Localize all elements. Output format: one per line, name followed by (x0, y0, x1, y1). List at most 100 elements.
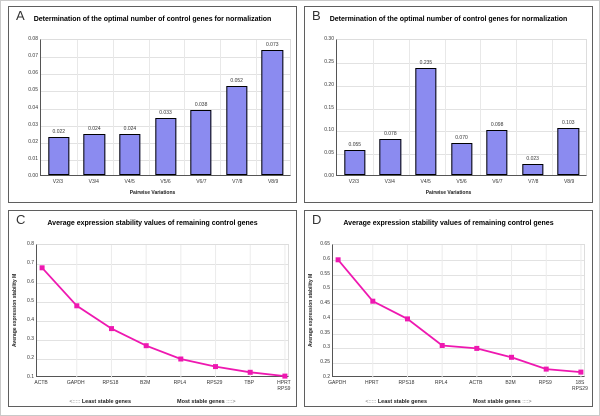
y-axis-tick-label: 0.55 (320, 270, 330, 277)
x-axis-tick-label: V5/6 (160, 179, 171, 185)
data-point-marker (74, 303, 80, 309)
gridline-vertical (444, 40, 446, 175)
x-axis-tick-label: V7/8 (232, 179, 243, 185)
gridline-horizontal (333, 274, 584, 276)
gridline-horizontal (37, 302, 288, 303)
x-axis-tick-label: ACTB (34, 380, 48, 386)
bar-slot: 0.098 (479, 40, 515, 175)
bar-slot: 0.024 (112, 40, 148, 175)
bar (48, 137, 70, 175)
bar-slot: 0.023 (515, 40, 551, 175)
data-point-marker (213, 364, 218, 370)
x-axis-tick-label: HPRT RPS9 (277, 380, 291, 392)
gridline-vertical (552, 40, 554, 175)
y-axis-tick-label: 0.08 (28, 36, 38, 42)
bar-slot: 0.078 (373, 40, 409, 175)
y-axis-tick-label: 0.6 (323, 255, 330, 262)
y-axis-tick-label: 0.00 (28, 173, 38, 179)
y-axis-tick-label: 0.8 (27, 241, 34, 247)
most-stable-label: Most stable genes ::::> (177, 399, 236, 406)
bar (415, 68, 437, 175)
panel-letter: B (312, 8, 321, 23)
y-axis-tick-label: 0.3 (27, 336, 34, 342)
bar-series: 0.022 0.024 0.024 0.033 0.038 0.052 0.073 (41, 40, 290, 175)
plot-area: 0.055 0.078 0.235 0.070 0.098 0.023 0.103 (336, 39, 587, 176)
gridline-horizontal (37, 264, 288, 265)
gridline-horizontal (337, 85, 586, 87)
bar (226, 86, 248, 175)
left-arrow: <::::: (69, 399, 81, 405)
data-point-marker (282, 373, 288, 379)
y-axis-tick-label: 0.05 (324, 150, 334, 157)
bar-value-label: 0.103 (561, 120, 575, 126)
gridline-vertical (112, 40, 114, 175)
x-axis-tick-label: B2M (140, 380, 151, 386)
x-axis-tick-label: RPS18 (102, 380, 119, 386)
y-axis-tick-label: 0.65 (320, 241, 330, 247)
gridline-horizontal (333, 304, 584, 306)
gridline-horizontal (337, 108, 586, 110)
y-axis-tick-label: 0.07 (28, 53, 38, 60)
panel-letter: A (16, 8, 25, 23)
least-stable-label: <::::: Least stable genes (365, 399, 427, 406)
data-point-marker (439, 343, 445, 348)
y-axis-tick-label: 0.25 (324, 58, 334, 65)
gridline-horizontal (37, 321, 288, 322)
y-axis-tick-label: 0.03 (28, 121, 38, 128)
least-stable-label: <::::: Least stable genes (69, 399, 131, 406)
gridline-vertical (220, 40, 222, 175)
gridline-vertical (480, 40, 482, 175)
bar-series: 0.055 0.078 0.235 0.070 0.098 0.023 0.103 (337, 40, 586, 175)
gridline-horizontal (337, 131, 586, 133)
y-axis-tick-label: 0.4 (27, 317, 34, 323)
bar-slot: 0.024 (77, 40, 113, 175)
chart-title: Average expression stability values of r… (47, 220, 258, 227)
gridline-horizontal (41, 108, 290, 110)
stability-line (337, 259, 581, 373)
x-axis-tick-label: B2M (505, 380, 516, 386)
gridline-vertical (516, 40, 518, 175)
data-point-marker (405, 316, 410, 322)
x-axis-tick-label: V4/5 (420, 179, 431, 185)
x-axis-tick-label: V3/4 (88, 179, 99, 185)
gridline-horizontal (37, 359, 288, 360)
panel-C: C Average expression stability values of … (8, 210, 297, 407)
x-axis-tick-label: V4/5 (124, 179, 135, 185)
bar-value-label: 0.070 (455, 135, 468, 141)
gridline-horizontal (333, 363, 584, 365)
x-axis-labels: V2/3 V3/4 V4/5 V5/6 V6/7 V7/8 V8/9 (336, 179, 587, 185)
x-axis-tick-label: HPRT (364, 380, 379, 386)
x-axis-tick-label: V7/8 (528, 179, 539, 185)
x-axis-tick-label: RPS9 (538, 380, 552, 386)
panel-letter: D (312, 212, 322, 227)
gridline-horizontal (41, 91, 290, 93)
bar-value-label: 0.023 (526, 156, 539, 162)
gridline-vertical (76, 40, 78, 175)
bar-slot: 0.055 (337, 40, 373, 175)
bar (379, 139, 402, 175)
y-axis-tick-label: 0.05 (28, 87, 38, 94)
y-axis-tick-label: 0.45 (320, 300, 330, 307)
bar-slot: 0.038 (183, 40, 219, 175)
bar-value-label: 0.024 (123, 126, 137, 132)
x-axis-tick-label: V8/9 (267, 179, 279, 185)
bar-value-label: 0.098 (490, 122, 504, 128)
x-axis-tick-label: V8/9 (563, 179, 575, 185)
x-axis-tick-label: RPS18 (398, 380, 415, 386)
bar (450, 143, 473, 175)
y-axis-tick-label: 0.35 (320, 329, 330, 336)
data-point-marker (578, 369, 584, 375)
data-point-marker (39, 265, 45, 271)
bar (344, 150, 366, 175)
x-axis-tick-label: GAPDH (328, 380, 346, 386)
panel-D: D Average expression stability values of … (304, 210, 593, 407)
bar-slot: 0.235 (408, 40, 444, 175)
chart-title: Average expression stability values of r… (343, 220, 554, 227)
bar-value-label: 0.033 (159, 110, 172, 116)
stability-footer: <::::: Least stable genes Most stable gen… (9, 399, 296, 406)
x-axis-tick-label: GAPDH (66, 380, 85, 386)
line-series-svg (39, 245, 288, 379)
x-axis-tick-label: V6/7 (196, 179, 207, 185)
gridline-horizontal (37, 283, 288, 284)
bar-slot: 0.103 (550, 40, 586, 175)
